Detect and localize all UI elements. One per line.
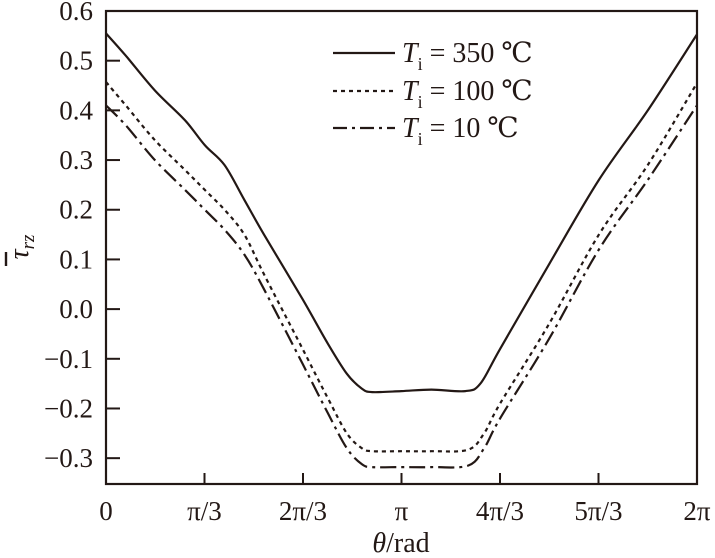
svg-text:τrz: τrz — [4, 234, 39, 259]
y-axis-label: τrz — [4, 234, 39, 266]
y-tick-label: 0.4 — [59, 95, 93, 125]
y-tick-label: 0.5 — [59, 46, 93, 76]
y-tick-label: −0.2 — [44, 393, 93, 423]
x-tick-label: π — [395, 496, 409, 526]
x-tick-label: 0 — [99, 496, 113, 526]
y-tick-label: −0.1 — [44, 344, 93, 374]
y-axis-ticks: 0.6 0.5 0.4 0.3 0.2 0.1 0.0 −0.1 −0.2 −0.3 — [44, 0, 120, 473]
legend-label-2: Ti = 10 ℃ — [402, 113, 519, 149]
x-axis-ticks: 0 π/3 2π/3 π 4π/3 5π/3 2π — [99, 473, 711, 526]
x-axis-label: θ/rad — [372, 528, 429, 558]
x-tick-label: 4π/3 — [476, 496, 524, 526]
x-tick-label: 2π — [683, 496, 711, 526]
series-line-0 — [105, 32, 698, 394]
x-tick-label: π/3 — [187, 496, 222, 526]
x-axis-label-symbol: θ — [372, 528, 386, 558]
legend-label-0: Ti = 350 ℃ — [402, 38, 533, 74]
series-layer — [105, 32, 698, 469]
legend: Ti = 350 ℃Ti = 100 ℃Ti = 10 ℃ — [333, 38, 533, 149]
y-tick-label: 0.6 — [59, 0, 93, 26]
y-axis-label-subscript: rz — [18, 234, 39, 249]
legend-label-1: Ti = 100 ℃ — [402, 76, 533, 112]
y-tick-label: 0.2 — [59, 195, 93, 225]
y-tick-label: 0.0 — [59, 294, 93, 324]
x-axis-label-unit: /rad — [386, 528, 430, 558]
series-line-2 — [105, 104, 698, 469]
y-axis-label-tau: τ — [4, 248, 35, 259]
series-line-1 — [105, 81, 698, 453]
x-tick-label: 5π/3 — [574, 496, 622, 526]
y-tick-label: 0.1 — [59, 244, 93, 274]
y-tick-label: 0.3 — [59, 145, 93, 175]
y-tick-label: −0.3 — [44, 443, 93, 473]
x-tick-label: 2π/3 — [279, 496, 327, 526]
